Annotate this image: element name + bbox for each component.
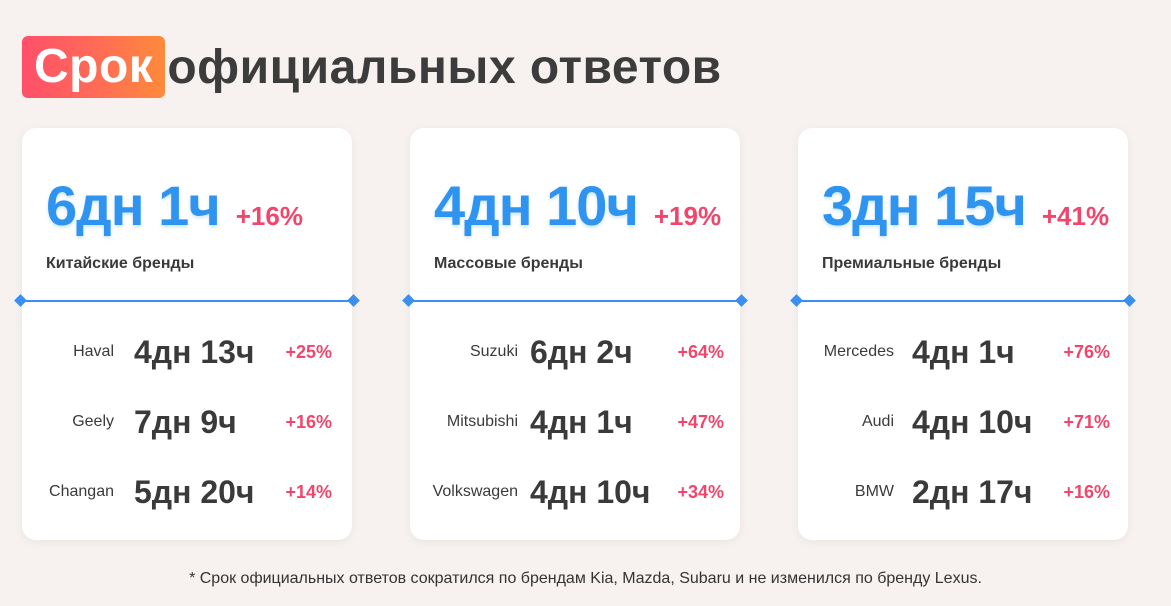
brand-name: Volkswagen bbox=[432, 483, 518, 500]
brand-row: Mercedes 4дн 1ч +76% bbox=[798, 332, 1128, 372]
brand-name: Haval bbox=[73, 343, 114, 360]
footnote: * Срок официальных ответов сократился по… bbox=[189, 570, 982, 587]
divider-end-icon bbox=[402, 294, 415, 307]
divider bbox=[402, 294, 748, 307]
brand-name: Mitsubishi bbox=[446, 413, 518, 430]
summary-change: +41% bbox=[1041, 201, 1110, 231]
brand-duration: 4дн 10ч bbox=[912, 403, 1033, 440]
category-label: Премиальные бренды bbox=[822, 255, 1002, 272]
brand-name: Mercedes bbox=[823, 343, 894, 360]
card-premium-brands: 3дн 15ч +41% Премиальные бренды Mercedes… bbox=[790, 128, 1136, 540]
summary-duration: 4дн 10ч bbox=[434, 174, 639, 237]
brand-change: +64% bbox=[677, 341, 724, 362]
brand-change: +16% bbox=[285, 411, 332, 432]
brand-duration: 4дн 1ч bbox=[912, 333, 1015, 370]
brand-row: Haval 4дн 13ч +25% bbox=[22, 332, 352, 372]
brand-row: Geely 7дн 9ч +16% bbox=[22, 402, 352, 442]
category-label: Китайские бренды bbox=[46, 255, 195, 272]
title-rest: официальных ответов bbox=[167, 40, 722, 94]
page-title: Срок официальных ответов bbox=[22, 36, 722, 98]
divider-end-icon bbox=[735, 294, 748, 307]
summary-change: +19% bbox=[653, 201, 722, 231]
summary-duration: 3дн 15ч bbox=[822, 174, 1027, 237]
brand-change: +34% bbox=[677, 481, 724, 502]
brand-change: +25% bbox=[285, 341, 332, 362]
card-mass-brands: 4дн 10ч +19% Массовые бренды Suzuki 6дн … bbox=[402, 128, 748, 540]
brand-name: BMW bbox=[854, 483, 894, 500]
divider-end-icon bbox=[347, 294, 360, 307]
divider-end-icon bbox=[14, 294, 27, 307]
summary-duration: 6дн 1ч bbox=[46, 174, 221, 237]
divider-end-icon bbox=[790, 294, 803, 307]
brand-duration: 5дн 20ч bbox=[134, 473, 255, 510]
category-label: Массовые бренды bbox=[434, 255, 583, 272]
brand-row: Volkswagen 4дн 10ч +34% bbox=[410, 472, 740, 512]
brand-duration: 7дн 9ч bbox=[134, 403, 237, 440]
brand-name: Changan bbox=[49, 483, 114, 500]
brand-name: Geely bbox=[72, 413, 114, 430]
title-highlight: Срок bbox=[22, 36, 166, 98]
summary-row: 6дн 1ч +16% bbox=[46, 173, 342, 238]
divider bbox=[790, 294, 1136, 307]
brand-change: +71% bbox=[1063, 411, 1110, 432]
brand-duration: 4дн 10ч bbox=[530, 473, 651, 510]
brand-duration: 4дн 1ч bbox=[530, 403, 633, 440]
brand-row: Changan 5дн 20ч +14% bbox=[22, 472, 352, 512]
card-chinese-brands: 6дн 1ч +16% Китайские бренды Haval 4дн 1… bbox=[14, 128, 360, 540]
summary-change: +16% bbox=[235, 201, 303, 231]
divider bbox=[14, 294, 360, 307]
brand-duration: 6дн 2ч bbox=[530, 333, 633, 370]
brand-row: Suzuki 6дн 2ч +64% bbox=[410, 332, 740, 372]
summary-row: 3дн 15ч +41% bbox=[822, 173, 1118, 238]
brand-change: +16% bbox=[1063, 481, 1110, 502]
brand-row: Audi 4дн 10ч +71% bbox=[798, 402, 1128, 442]
brand-duration: 2дн 17ч bbox=[912, 473, 1033, 510]
brand-change: +76% bbox=[1063, 341, 1110, 362]
brand-duration: 4дн 13ч bbox=[134, 333, 255, 370]
brand-row: BMW 2дн 17ч +16% bbox=[798, 472, 1128, 512]
brand-change: +47% bbox=[677, 411, 724, 432]
brand-name: Suzuki bbox=[469, 343, 518, 360]
brand-name: Audi bbox=[861, 413, 894, 430]
summary-row: 4дн 10ч +19% bbox=[434, 173, 730, 238]
divider-end-icon bbox=[1123, 294, 1136, 307]
brand-row: Mitsubishi 4дн 1ч +47% bbox=[410, 402, 740, 442]
brand-change: +14% bbox=[285, 481, 332, 502]
